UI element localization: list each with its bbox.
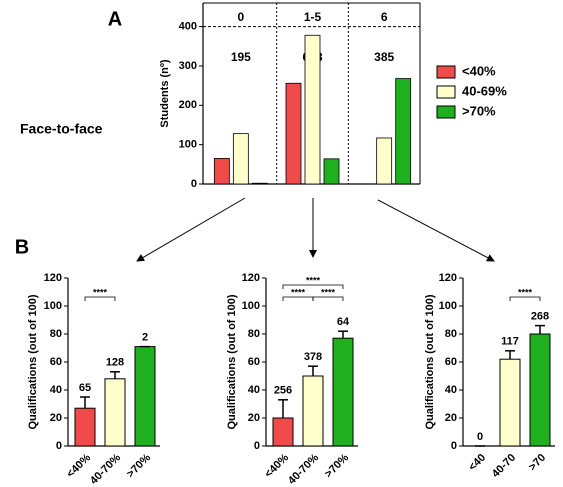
bar	[302, 375, 324, 447]
y-tick-label: 80	[445, 328, 457, 340]
y-tick-label: 100	[179, 139, 197, 151]
bar	[272, 417, 294, 447]
y-axis-label: Students (nº)	[159, 59, 171, 128]
legend-label: >70%	[462, 103, 496, 118]
y-tick-label: 0	[56, 440, 62, 452]
y-tick-label: 40	[50, 384, 62, 396]
significance-label: ****	[93, 287, 108, 297]
panel-label: A	[108, 8, 122, 30]
bar	[323, 158, 340, 185]
significance-label: ****	[306, 275, 321, 285]
y-tick-label: 0	[451, 440, 457, 452]
significance-label: ****	[518, 287, 533, 297]
panel-label: B	[15, 236, 29, 258]
n-label: 2	[142, 332, 148, 344]
bar	[395, 78, 412, 185]
n-label: 117	[501, 336, 519, 348]
y-tick-label: 60	[50, 356, 62, 368]
bar	[134, 346, 156, 447]
n-label: 0	[477, 431, 483, 443]
bar	[332, 337, 354, 447]
x-tick-label: <40	[466, 452, 488, 474]
n-label: 378	[304, 351, 322, 363]
legend-swatch	[436, 65, 456, 79]
y-axis-label: Qualifications (out of 100)	[27, 294, 39, 429]
bar	[104, 378, 126, 447]
group-label: 0	[237, 10, 244, 24]
y-axis-label: Qualifications (out of 100)	[424, 294, 436, 429]
x-tick-label: >70	[526, 452, 548, 474]
n-label: 128	[106, 357, 124, 369]
y-tick-label: 120	[439, 272, 457, 284]
significance-bracket	[84, 296, 116, 301]
bar	[285, 82, 302, 185]
n-label: 65	[79, 382, 91, 394]
n-label: 268	[531, 311, 549, 323]
bar	[304, 34, 321, 185]
significance-label: ****	[291, 287, 306, 297]
group-label: 6	[381, 10, 388, 24]
bar	[499, 358, 521, 447]
y-axis-label: Qualifications (out of 100)	[226, 294, 238, 429]
y-tick-label: 400	[179, 21, 197, 33]
y-tick-label: 100	[439, 300, 457, 312]
total-label: 195	[231, 50, 251, 64]
legend-label: <40%	[462, 63, 496, 78]
y-tick-label: 300	[179, 60, 197, 72]
bar	[376, 137, 393, 185]
x-tick-label: 40-70	[490, 452, 518, 480]
bar	[232, 133, 249, 185]
row-label: Face-to-face	[20, 121, 103, 137]
legend-label: 40-69%	[462, 83, 507, 98]
y-tick-label: 0	[191, 178, 197, 190]
arrows	[136, 197, 495, 262]
y-tick-label: 0	[254, 440, 260, 452]
group-label: 1-5	[304, 10, 322, 24]
y-tick-label: 60	[445, 356, 457, 368]
bar	[251, 182, 268, 185]
y-tick-label: 100	[44, 300, 62, 312]
y-tick-label: 100	[242, 300, 260, 312]
significance-bracket	[282, 284, 344, 289]
y-tick-label: 80	[50, 328, 62, 340]
y-tick-label: 200	[179, 99, 197, 111]
y-tick-label: 120	[242, 272, 260, 284]
significance-bracket	[282, 296, 314, 301]
legend-swatch	[436, 85, 456, 99]
legend-swatch	[436, 105, 456, 119]
y-tick-label: 60	[248, 356, 260, 368]
x-tick-label: 40-70%	[286, 452, 321, 487]
significance-label: ****	[321, 287, 336, 297]
y-tick-label: 20	[445, 412, 457, 424]
x-tick-label: 40-70%	[88, 452, 123, 487]
significance-bracket	[509, 296, 541, 301]
bar	[74, 407, 96, 447]
y-tick-label: 80	[248, 328, 260, 340]
bar	[213, 158, 230, 185]
y-tick-label: 120	[44, 272, 62, 284]
x-tick-label: >70%	[125, 452, 154, 481]
n-label: 64	[337, 316, 350, 328]
x-tick-label: >70%	[323, 452, 352, 481]
bar	[529, 333, 551, 447]
n-label: 256	[274, 385, 292, 397]
significance-bracket	[312, 296, 344, 301]
y-tick-label: 40	[248, 384, 260, 396]
y-tick-label: 40	[445, 384, 457, 396]
y-tick-label: 20	[50, 412, 62, 424]
y-tick-label: 20	[248, 412, 260, 424]
total-label: 385	[374, 50, 394, 64]
